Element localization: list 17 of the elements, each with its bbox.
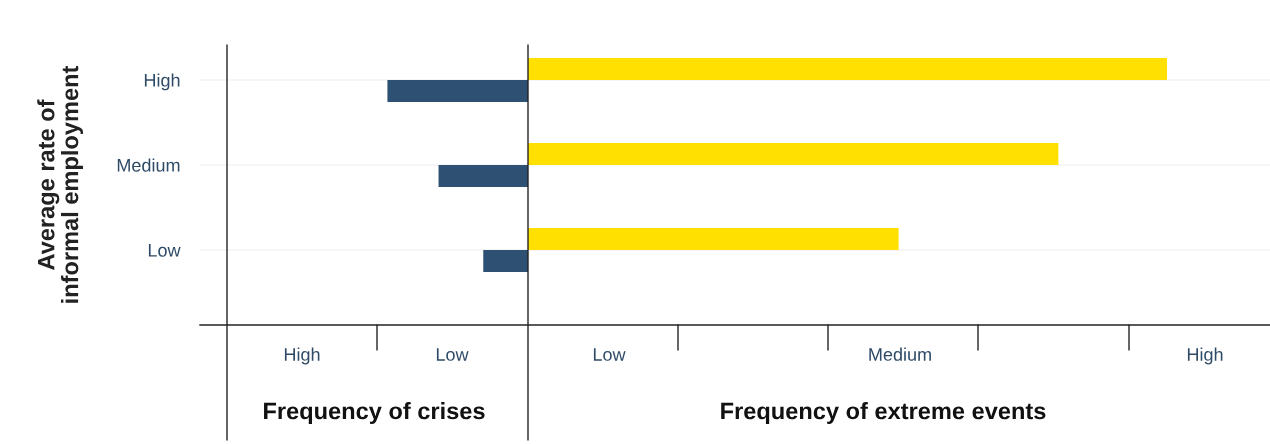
text: High xyxy=(284,347,320,365)
text: Frequency of extreme events xyxy=(721,401,1046,425)
y-tick-label: Medium xyxy=(117,158,180,172)
y-tick-label: Low xyxy=(148,244,181,257)
y-axis-title: Average rate of informal employment xyxy=(37,65,84,303)
text: Low xyxy=(593,348,626,361)
bar xyxy=(483,250,528,273)
bar xyxy=(528,227,899,250)
text: Medium xyxy=(869,347,931,361)
text: Low xyxy=(436,348,469,361)
bar xyxy=(387,80,528,103)
y-tick-label: High xyxy=(144,73,180,91)
bar xyxy=(528,57,1167,80)
text: High xyxy=(1187,347,1223,365)
bar xyxy=(438,165,528,188)
bar xyxy=(528,142,1059,165)
text: Frequency of crises xyxy=(264,401,485,425)
